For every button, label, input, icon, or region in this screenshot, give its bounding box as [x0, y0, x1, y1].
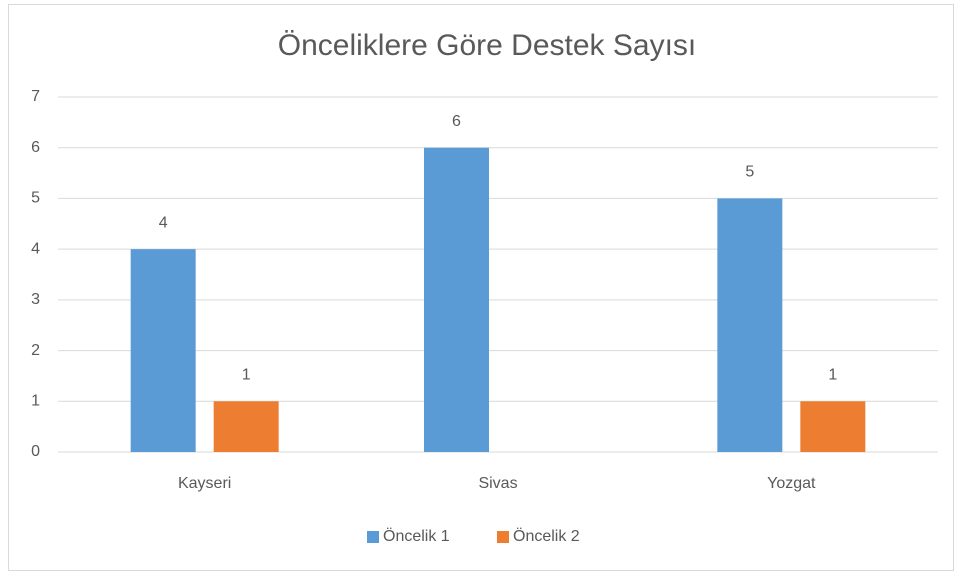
bar	[213, 401, 279, 452]
bar	[717, 198, 783, 452]
data-label: 4	[159, 214, 168, 231]
y-tick-label: 7	[31, 88, 40, 105]
x-tick-label: Yozgat	[767, 475, 816, 492]
y-tick-label: 6	[31, 139, 40, 156]
y-tick-label: 0	[31, 443, 40, 460]
x-tick-label: Kayseri	[178, 475, 231, 492]
data-label: 5	[745, 164, 754, 181]
bar	[424, 147, 489, 452]
bar	[800, 401, 866, 452]
y-tick-label: 5	[31, 190, 40, 207]
y-tick-label: 3	[31, 291, 40, 308]
legend-swatch	[367, 531, 379, 543]
legend-label: Öncelik 2	[513, 527, 580, 545]
data-label: 1	[242, 367, 251, 384]
legend-swatch	[497, 531, 509, 543]
x-tick-label: Sivas	[478, 475, 517, 492]
data-label: 6	[452, 113, 461, 130]
y-tick-label: 2	[31, 342, 40, 359]
legend-label: Öncelik 1	[383, 527, 450, 545]
y-tick-label: 1	[31, 393, 40, 410]
bar	[130, 249, 196, 452]
chart-title: Önceliklere Göre Destek Sayısı	[278, 29, 697, 62]
data-label: 1	[828, 367, 837, 384]
y-tick-label: 4	[31, 240, 40, 257]
